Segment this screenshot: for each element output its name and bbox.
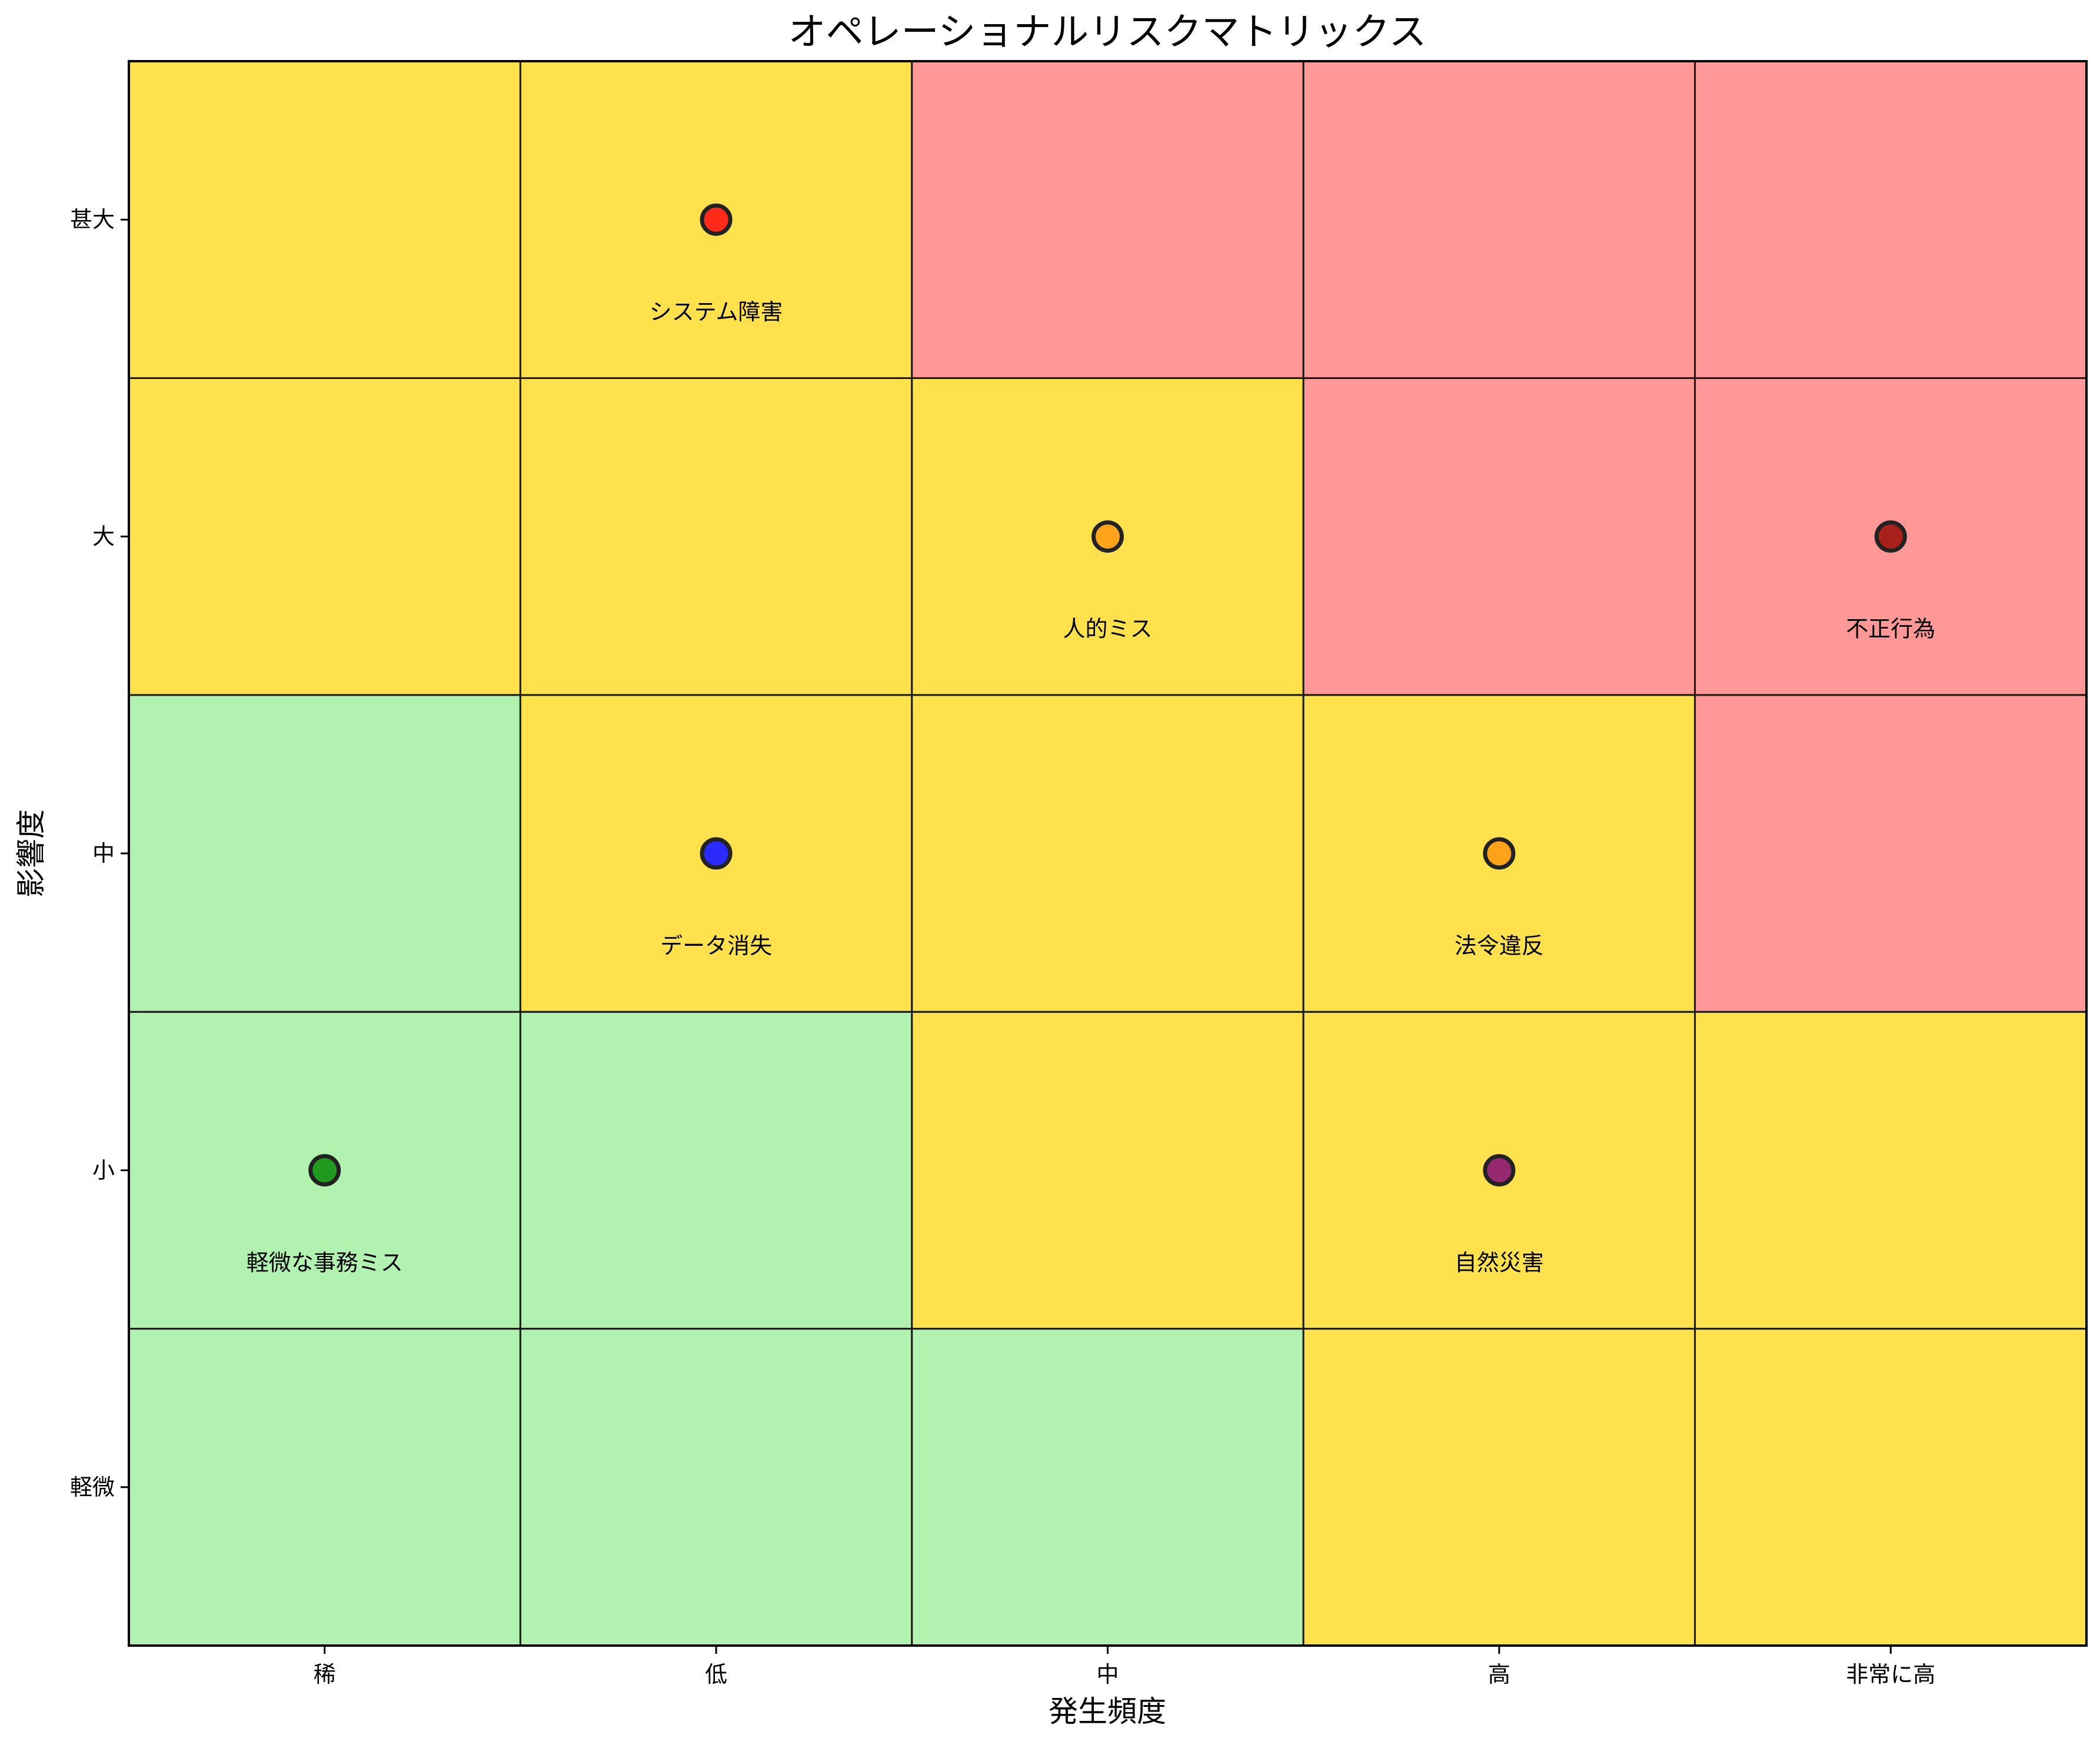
y-tick-label: 甚大 [70, 207, 115, 232]
matrix-cell-medium [911, 694, 1304, 1013]
matrix-cell-medium [911, 1011, 1304, 1330]
matrix-cells [128, 60, 2088, 1647]
axis-ticks: 稀低中高非常に高軽微小中大甚大 [70, 207, 1935, 1687]
matrix-cell-low [519, 1011, 913, 1330]
matrix-cell-high [1694, 694, 2088, 1013]
risk-point-label: 軽微な事務ミス [247, 1249, 403, 1275]
matrix-cell-low [128, 1328, 521, 1647]
risk-point-marker [308, 1154, 341, 1187]
x-tick-label: 高 [1488, 1661, 1510, 1687]
x-tick-label: 非常に高 [1846, 1661, 1935, 1687]
risk-point-marker [1483, 1154, 1516, 1187]
matrix-cell-low [911, 1328, 1304, 1647]
matrix-cell-medium [1694, 1011, 2088, 1330]
risk-point-label: システム障害 [650, 299, 783, 325]
chart-title: オペレーショナルリスクマトリックス [788, 11, 1427, 54]
risk-point-marker [1483, 837, 1516, 870]
matrix-cell-medium [128, 377, 521, 696]
matrix-cell-medium [128, 60, 521, 379]
matrix-cell-low [128, 694, 521, 1013]
y-tick-label: 軽微 [70, 1474, 115, 1500]
risk-point-label: 不正行為 [1846, 616, 1935, 642]
risk-point-label: データ消失 [660, 933, 772, 959]
x-tick-label: 中 [1096, 1661, 1119, 1687]
risk-point-marker [1091, 520, 1124, 553]
risk-point-marker [700, 837, 733, 870]
matrix-cell-high [1694, 60, 2088, 379]
risk-point-label: 自然災害 [1455, 1249, 1544, 1275]
matrix-cell-low [519, 1328, 913, 1647]
matrix-cell-medium [1302, 1328, 1696, 1647]
risk-point-label: 法令違反 [1455, 933, 1544, 959]
matrix-cell-high [911, 60, 1304, 379]
matrix-cell-high [1302, 377, 1696, 696]
y-tick-label: 大 [92, 524, 115, 550]
x-axis-label: 発生頻度 [1049, 1694, 1166, 1729]
x-tick-label: 低 [705, 1661, 727, 1687]
y-tick-label: 中 [92, 840, 115, 866]
matrix-cell-high [1302, 60, 1696, 379]
risk-point-marker [700, 203, 733, 236]
y-axis-label: 影響度 [14, 809, 48, 898]
matrix-cell-medium [1694, 1328, 2088, 1647]
x-tick-label: 稀 [314, 1661, 336, 1687]
risk-point-label: 人的ミス [1063, 616, 1152, 642]
matrix-cell-medium [519, 377, 913, 696]
risk-point-marker [1874, 520, 1907, 553]
y-tick-label: 小 [92, 1157, 115, 1183]
